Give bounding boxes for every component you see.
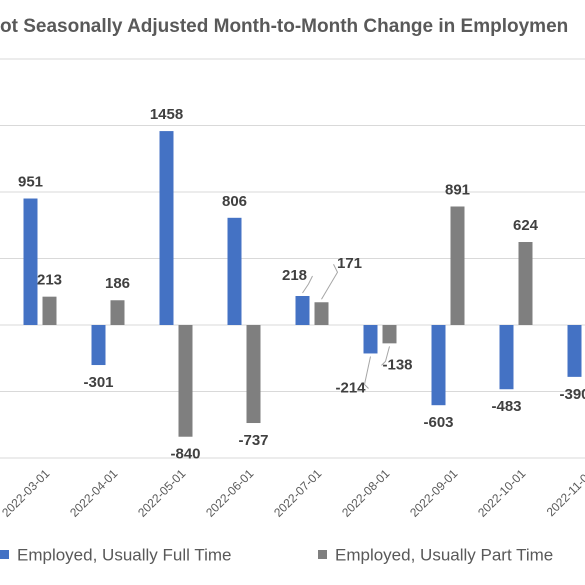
value-label: 186 [105, 275, 130, 292]
value-label: -737 [238, 432, 268, 449]
value-label: -138 [382, 356, 412, 373]
x-tick-label: 2022-07-01 [271, 466, 325, 520]
bar [159, 131, 174, 325]
leader-line [381, 346, 390, 366]
value-label: 1458 [150, 106, 183, 123]
bar [178, 325, 193, 437]
bar [499, 325, 514, 390]
x-tick-label: 2022-06-01 [203, 466, 257, 520]
value-label: -390 [559, 386, 585, 403]
x-tick-label: 2022-03-01 [0, 466, 53, 520]
value-label: -214 [335, 379, 366, 396]
leader-line [363, 356, 371, 389]
bar [567, 325, 582, 377]
bar [23, 198, 38, 325]
legend-swatch [0, 550, 9, 559]
x-tick-label: 2022-10-01 [475, 466, 529, 520]
bar [431, 325, 446, 406]
value-label: 891 [445, 181, 470, 198]
legend-label: Employed, Usually Part Time [335, 545, 553, 564]
value-label: -603 [423, 414, 453, 431]
bar [110, 300, 125, 325]
bar [450, 206, 465, 325]
value-label: -483 [491, 398, 521, 415]
x-tick-label: 2022-05-01 [135, 466, 189, 520]
value-label: 951 [18, 173, 43, 190]
x-tick-label: 2022-08-01 [339, 466, 393, 520]
bar [382, 325, 397, 344]
x-tick-label: 2022-11-01 [544, 466, 585, 519]
value-label: -301 [83, 374, 113, 391]
leader-line [302, 275, 313, 294]
value-label: -840 [170, 446, 200, 463]
bar [363, 325, 378, 354]
bar [227, 217, 242, 325]
bar [314, 302, 329, 325]
x-tick-label: 2022-09-01 [407, 466, 461, 520]
bar [518, 242, 533, 325]
value-label: 171 [337, 255, 362, 272]
bar [295, 296, 310, 325]
value-label: 624 [513, 217, 539, 234]
bar [91, 325, 106, 366]
value-label: 218 [282, 267, 307, 284]
x-tick-label: 2022-04-01 [67, 466, 121, 520]
value-label: 806 [222, 193, 247, 210]
bar [246, 325, 261, 424]
bar [42, 296, 57, 325]
legend-swatch [318, 550, 327, 559]
value-label: 213 [37, 272, 62, 289]
chart-title: ot Seasonally Adjusted Month-to-Month Ch… [0, 16, 568, 37]
leader-line [321, 264, 339, 300]
legend-label: Employed, Usually Full Time [17, 545, 231, 564]
